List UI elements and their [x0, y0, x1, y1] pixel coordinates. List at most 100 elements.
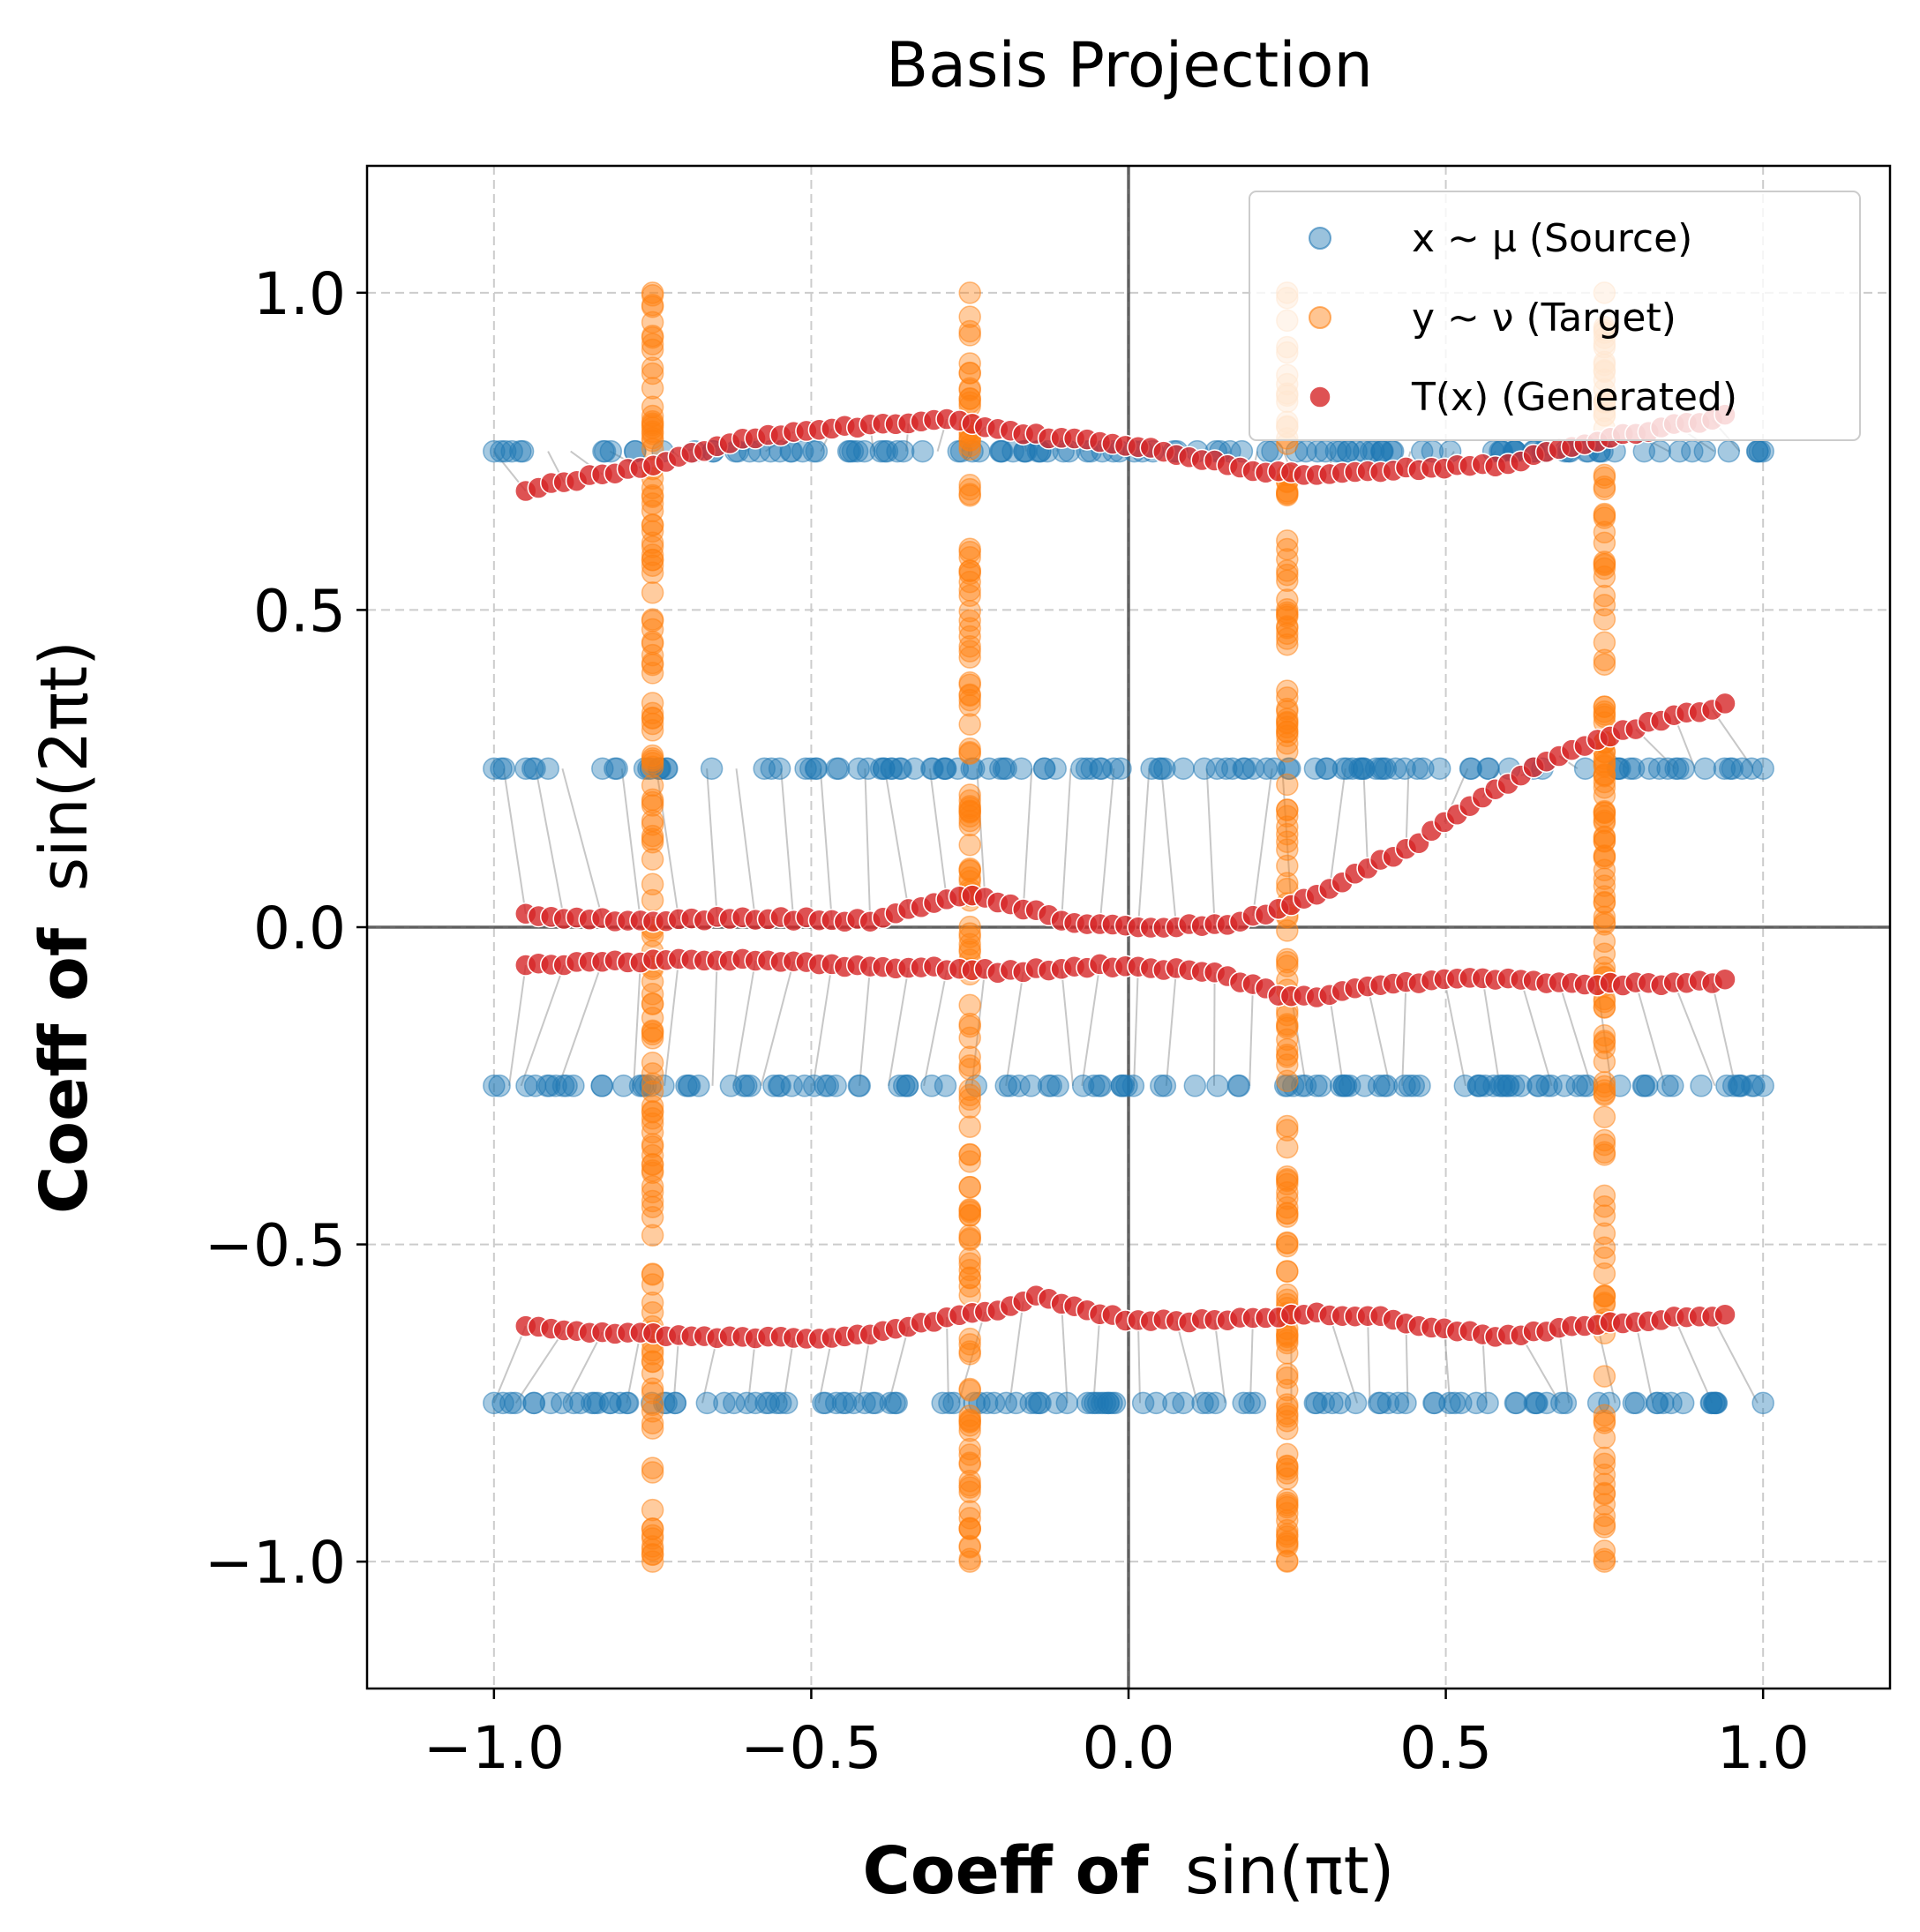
target-point: [958, 1340, 981, 1363]
source-point: [695, 1391, 719, 1415]
source-point: [873, 757, 896, 780]
source-point: [1232, 1391, 1255, 1415]
target-point: [958, 1550, 981, 1573]
transport-link: [1249, 984, 1254, 1086]
transport-link: [1596, 1324, 1616, 1404]
target-point: [958, 378, 981, 401]
source-point: [1700, 1391, 1723, 1415]
target-point: [641, 1051, 664, 1075]
target-point: [641, 1361, 664, 1385]
source-point: [609, 1391, 632, 1415]
source-point: [1046, 1075, 1069, 1097]
target-point: [1276, 773, 1299, 797]
source-point: [1087, 1075, 1111, 1097]
target-point: [958, 362, 981, 385]
source-point: [483, 757, 506, 780]
target-point: [958, 617, 981, 640]
target-point: [641, 429, 664, 453]
source-point: [1668, 439, 1691, 463]
target-point: [1593, 996, 1616, 1019]
legend-box: [1249, 191, 1861, 441]
source-point: [1412, 757, 1435, 780]
source-point: [1312, 1391, 1336, 1415]
source-point: [963, 1391, 986, 1415]
source-point: [1638, 757, 1661, 780]
source-point: [1315, 757, 1339, 780]
source-point: [723, 1391, 746, 1415]
target-point: [1593, 703, 1616, 726]
source-point: [555, 1075, 578, 1097]
source-point: [1428, 757, 1451, 780]
target-point: [641, 410, 664, 433]
target-point: [1593, 858, 1616, 882]
transport-link: [1673, 982, 1716, 1087]
source-point: [831, 1391, 855, 1415]
source-point: [994, 1075, 1017, 1097]
transport-link: [502, 768, 527, 914]
target-point: [641, 1112, 664, 1135]
source-point: [1728, 1075, 1751, 1097]
source-point: [888, 1075, 911, 1097]
source-point: [1019, 1391, 1042, 1415]
source-point: [1468, 1075, 1491, 1097]
target-point: [1593, 1452, 1616, 1476]
source-point: [1032, 757, 1056, 780]
target-point: [641, 1027, 664, 1050]
source-point: [1751, 757, 1774, 780]
source-point: [1337, 439, 1360, 463]
source-point: [1671, 1391, 1695, 1415]
source-point: [1009, 757, 1033, 780]
source-point: [483, 439, 506, 463]
target-point: [1593, 1512, 1616, 1536]
transport-link: [1558, 1327, 1571, 1404]
source-point: [1751, 1391, 1774, 1415]
transport-link: [1061, 1303, 1069, 1404]
source-point: [1693, 757, 1717, 780]
legend-label-generated: T(x) (Generated): [1411, 375, 1737, 420]
x-axis-label: Coeff of sin(πt): [863, 1833, 1395, 1909]
target-point: [1593, 463, 1616, 487]
transport-link: [1328, 1314, 1359, 1404]
source-point: [816, 1075, 840, 1097]
source-point: [1402, 1075, 1426, 1097]
target-point: [958, 713, 981, 736]
target-point: [641, 1535, 664, 1558]
target-point: [958, 387, 981, 410]
target-point: [1276, 1196, 1299, 1219]
source-point: [760, 757, 784, 780]
target-point: [641, 581, 664, 604]
source-point: [1086, 1391, 1110, 1415]
source-point: [586, 1391, 610, 1415]
target-point: [958, 434, 981, 458]
target-point: [958, 319, 981, 343]
source-point: [989, 757, 1012, 780]
source-point: [523, 757, 546, 780]
source-point: [780, 1075, 804, 1097]
generated-point: [1714, 968, 1736, 991]
source-point: [1193, 757, 1216, 780]
target-point: [641, 712, 664, 736]
transport-link: [1634, 982, 1666, 1087]
target-point: [641, 377, 664, 400]
target-point: [1593, 1075, 1616, 1098]
source-point: [1661, 1075, 1684, 1097]
transport-link: [1249, 1317, 1254, 1404]
source-point: [1162, 1391, 1185, 1415]
target-point: [1593, 653, 1616, 676]
transport-link: [1092, 1314, 1101, 1404]
target-point: [1276, 1494, 1299, 1516]
transport-link: [1634, 1322, 1654, 1404]
source-point: [921, 757, 944, 780]
target-point: [641, 630, 664, 654]
source-point: [604, 757, 626, 780]
y-tick-label: 0.5: [253, 577, 346, 645]
target-point: [958, 1258, 981, 1282]
source-point: [799, 757, 822, 780]
target-point: [958, 1266, 981, 1290]
source-point: [988, 439, 1012, 463]
target-point: [1593, 905, 1616, 928]
transport-link: [735, 768, 757, 920]
transport-link: [928, 768, 948, 900]
transport-link: [535, 768, 566, 919]
generated-point: [1714, 692, 1736, 715]
